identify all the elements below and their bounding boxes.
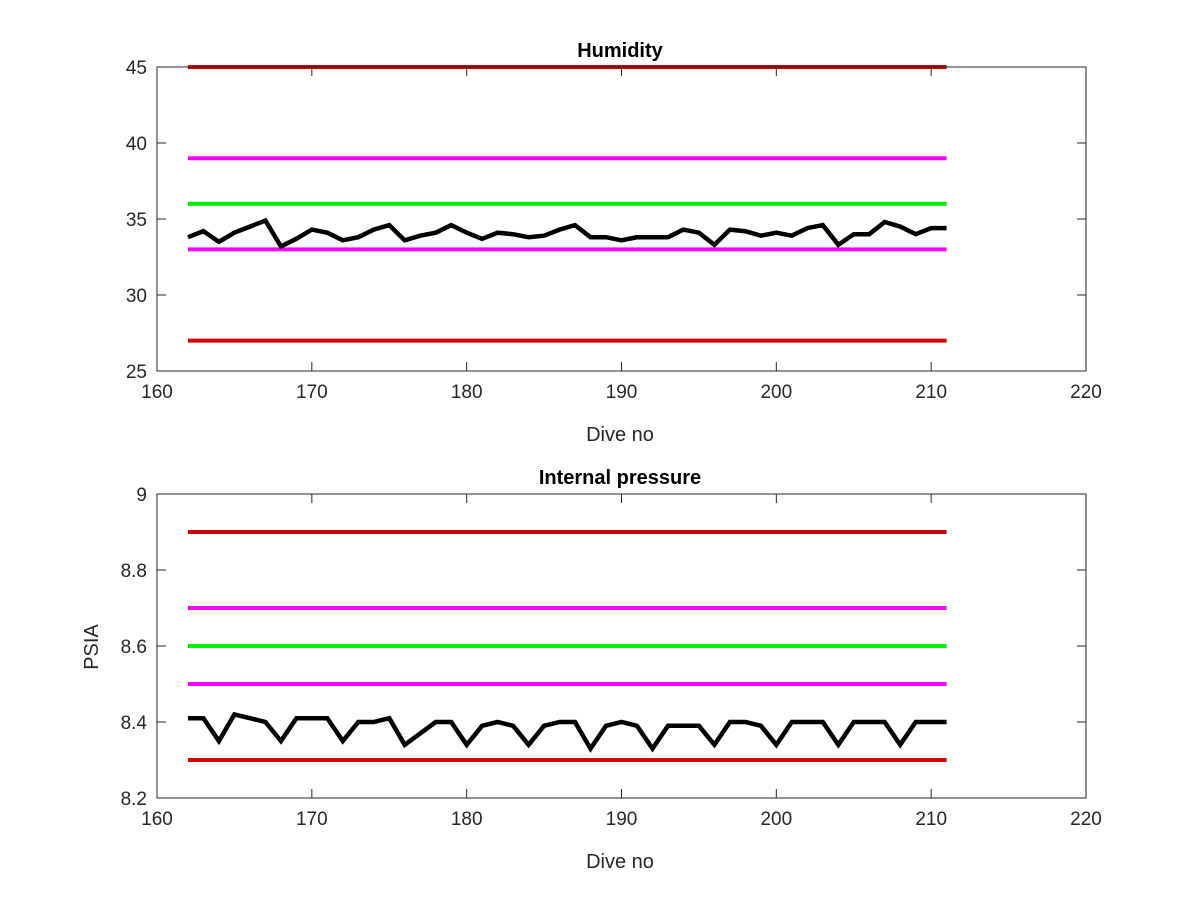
x-tick-label: 180	[451, 382, 483, 403]
x-tick-label: 210	[915, 809, 947, 830]
internal-pressure-chart: 160 170 180 190 200 210 220 8.2 8.4 8.6 8.8 9 Intern…	[81, 467, 1102, 873]
x-tick-label: 220	[1070, 809, 1102, 830]
x-tick-label: 160	[141, 809, 173, 830]
x-tick-label: 170	[296, 382, 328, 403]
x-axis-label: Dive no	[586, 851, 654, 873]
y-axis-label: PSIA	[81, 624, 103, 670]
y-tick-label: 8.2	[121, 789, 147, 810]
chart-title: Internal pressure	[539, 467, 701, 489]
x-tick-label: 160	[141, 382, 173, 403]
y-tick-label: 9	[136, 485, 147, 506]
x-axis-label: Dive no	[586, 424, 654, 446]
x-tick-label: 220	[1070, 382, 1102, 403]
x-tick-label: 180	[451, 809, 483, 830]
x-tick-label: 190	[606, 382, 638, 403]
y-tick-label: 30	[126, 286, 147, 307]
x-tick-label: 190	[606, 809, 638, 830]
y-tick-label: 40	[126, 134, 147, 155]
chart-title: Humidity	[577, 40, 663, 62]
data-series-line	[187, 217, 947, 250]
y-tick-label: 8.6	[121, 637, 147, 658]
data-series-line	[188, 711, 947, 753]
y-tick-label: 8.8	[121, 561, 147, 582]
y-tick-label: 8.4	[121, 713, 148, 734]
x-tick-label: 200	[760, 382, 792, 403]
plot-area	[157, 67, 1086, 371]
x-tick-label: 170	[296, 809, 328, 830]
y-tick-label: 35	[126, 210, 147, 231]
humidity-chart: 160 170 180 190 200 210 220 25 30 35 40 45 Humidity D…	[126, 40, 1102, 446]
y-tick-label: 45	[126, 58, 147, 79]
y-tick-label: 25	[126, 362, 147, 383]
x-tick-label: 210	[915, 382, 947, 403]
x-tick-label: 200	[760, 809, 792, 830]
